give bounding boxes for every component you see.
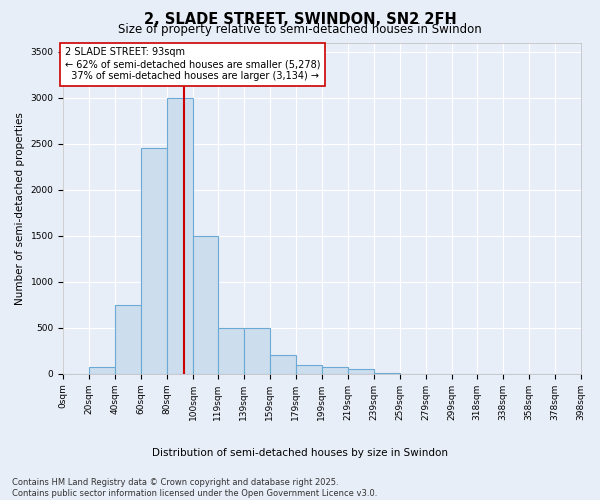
Bar — [89, 367, 115, 374]
Text: 2 SLADE STREET: 93sqm
← 62% of semi-detached houses are smaller (5,278)
  37% of: 2 SLADE STREET: 93sqm ← 62% of semi-deta… — [65, 48, 320, 80]
Bar — [115, 305, 141, 374]
Bar — [348, 370, 374, 374]
Bar — [218, 328, 244, 374]
Bar — [193, 236, 218, 374]
Bar — [374, 373, 400, 374]
Bar — [296, 364, 322, 374]
Bar — [322, 367, 348, 374]
Bar — [270, 356, 296, 374]
Bar — [167, 98, 193, 374]
Text: Size of property relative to semi-detached houses in Swindon: Size of property relative to semi-detach… — [118, 22, 482, 36]
Bar — [244, 328, 270, 374]
Y-axis label: Number of semi-detached properties: Number of semi-detached properties — [15, 112, 25, 304]
Text: Contains HM Land Registry data © Crown copyright and database right 2025.
Contai: Contains HM Land Registry data © Crown c… — [12, 478, 377, 498]
Text: Distribution of semi-detached houses by size in Swindon: Distribution of semi-detached houses by … — [152, 448, 448, 458]
Bar — [141, 148, 167, 374]
Text: 2, SLADE STREET, SWINDON, SN2 2FH: 2, SLADE STREET, SWINDON, SN2 2FH — [143, 12, 457, 28]
